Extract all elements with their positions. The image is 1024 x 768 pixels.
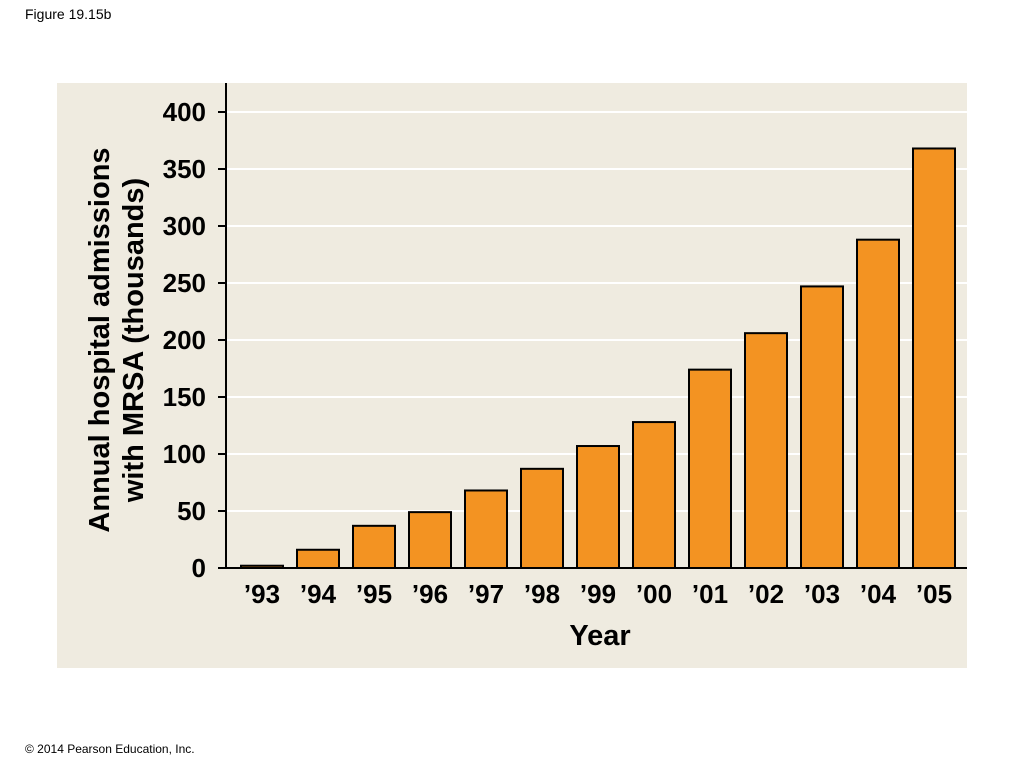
y-tick-label: 50 — [177, 496, 206, 526]
bar — [912, 147, 956, 569]
y-tick-label: 400 — [163, 97, 206, 127]
y-tick-label: 300 — [163, 211, 206, 241]
bar — [520, 467, 564, 570]
bar — [296, 548, 340, 570]
bar — [800, 285, 844, 569]
bar — [632, 421, 676, 569]
bar — [408, 511, 452, 570]
bar — [576, 445, 620, 569]
x-tick-label: ’05 — [916, 579, 952, 609]
x-tick-label: ’97 — [468, 579, 504, 609]
bar — [688, 368, 732, 570]
x-tick-label: ’94 — [300, 579, 337, 609]
x-tick-label: ’00 — [636, 579, 672, 609]
x-axis-title: Year — [569, 620, 630, 652]
y-tick-label: 100 — [163, 439, 206, 469]
y-axis-title-line: with MRSA (thousands) — [118, 178, 150, 503]
y-axis-title: Annual hospital admissions with MRSA (tho… — [84, 147, 150, 532]
y-tick-label: 200 — [163, 325, 206, 355]
y-tick-label: 350 — [163, 154, 206, 184]
copyright-notice: © 2014 Pearson Education, Inc. — [25, 742, 195, 756]
bar — [464, 489, 508, 570]
x-tick-label: ’04 — [860, 579, 897, 609]
x-tick-label: ’99 — [580, 579, 616, 609]
y-axis-title-line: Annual hospital admissions — [84, 147, 116, 532]
bar — [744, 332, 788, 569]
x-tick-label: ’01 — [692, 579, 728, 609]
x-tick-label: ’98 — [524, 579, 560, 609]
x-tick-label: ’02 — [748, 579, 784, 609]
bar — [352, 524, 396, 570]
y-tick-label: 250 — [163, 268, 206, 298]
x-tick-label: ’96 — [412, 579, 448, 609]
y-tick-label: 150 — [163, 382, 206, 412]
x-tick-label: ’95 — [356, 579, 392, 609]
y-tick-label: 0 — [192, 553, 206, 583]
x-tick-label: ’93 — [244, 579, 280, 609]
x-tick-label: ’03 — [804, 579, 840, 609]
figure-label: Figure 19.15b — [25, 6, 112, 22]
bar — [856, 238, 900, 569]
